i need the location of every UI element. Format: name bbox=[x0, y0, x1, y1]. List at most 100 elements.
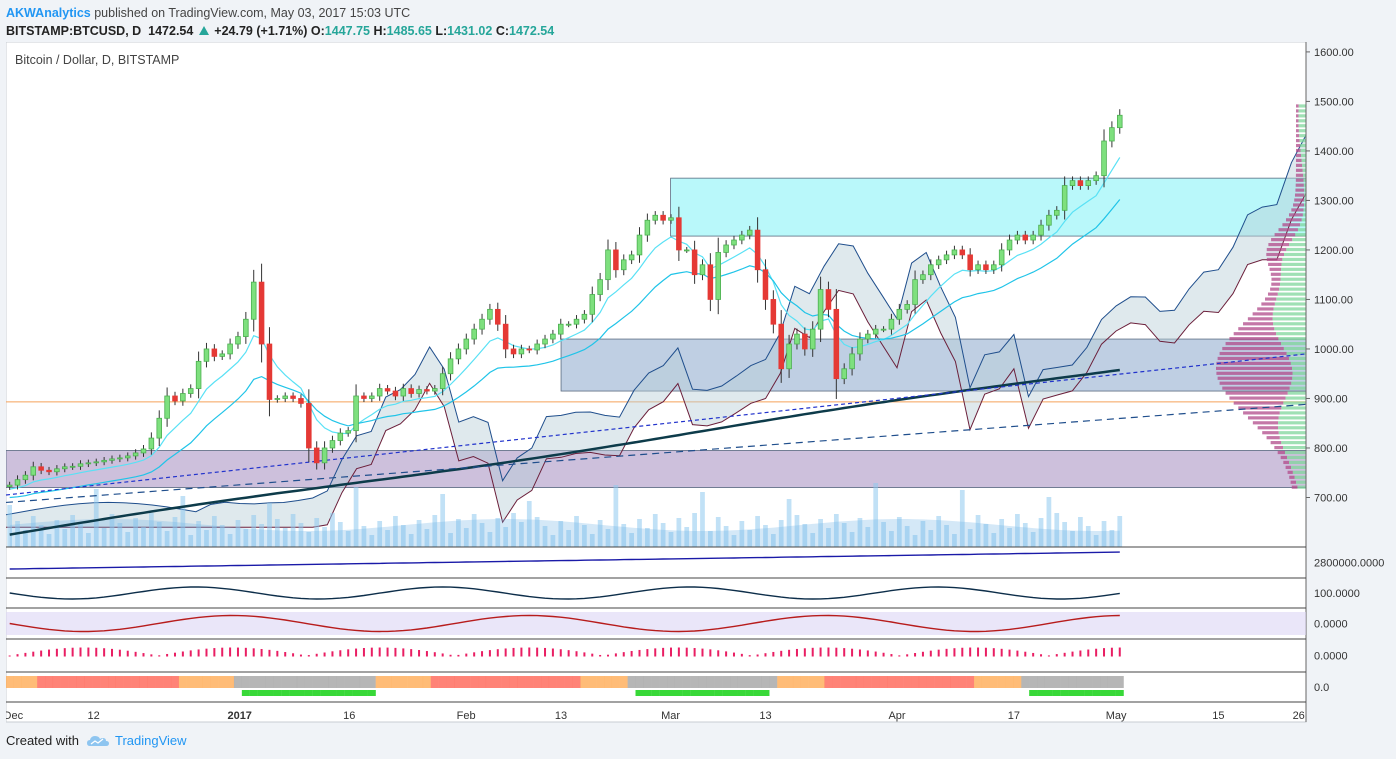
volume-bar bbox=[1007, 528, 1012, 547]
volume-profile-bar bbox=[1291, 485, 1298, 489]
volume-profile-bar bbox=[1304, 188, 1306, 192]
volume-profile-bar bbox=[1271, 282, 1281, 286]
candle bbox=[739, 230, 745, 245]
volume-profile-bar bbox=[1295, 168, 1303, 172]
volume-profile-bar bbox=[1295, 148, 1301, 153]
volume-profile-bar bbox=[1262, 431, 1279, 435]
histogram-bar bbox=[347, 649, 350, 657]
volume-profile-bar bbox=[1303, 183, 1306, 187]
volume-bar bbox=[637, 519, 642, 547]
open-label: O: bbox=[310, 24, 325, 38]
candle bbox=[762, 259, 769, 310]
volume-profile-bar bbox=[1273, 322, 1306, 326]
heat-cell bbox=[29, 676, 38, 688]
histogram-bar bbox=[914, 653, 917, 657]
last-price: 1472.54 bbox=[148, 24, 194, 38]
heat-cell bbox=[722, 690, 731, 696]
histogram-bar bbox=[764, 653, 767, 657]
volume-bar bbox=[810, 533, 816, 547]
candle-body bbox=[558, 323, 564, 335]
volume-profile-bar bbox=[1292, 238, 1306, 242]
volume-profile-bar bbox=[1281, 441, 1306, 445]
heat-cell bbox=[800, 676, 809, 688]
histogram-bar bbox=[961, 647, 964, 657]
volume-profile-bar bbox=[1301, 153, 1306, 158]
histogram-bar bbox=[803, 648, 806, 657]
volume-profile-bar bbox=[1276, 332, 1306, 336]
heat-cell bbox=[682, 690, 691, 696]
candle-body bbox=[833, 308, 840, 380]
candle bbox=[928, 259, 934, 281]
heat-cell bbox=[1100, 676, 1109, 688]
histogram-bar bbox=[977, 647, 980, 657]
volume-profile-bar bbox=[1243, 411, 1280, 415]
created-with-text: Created with bbox=[6, 733, 79, 748]
volume-bar bbox=[723, 526, 729, 547]
x-tick-label: Apr bbox=[888, 710, 905, 722]
volume-bar bbox=[243, 529, 249, 547]
candle-body bbox=[227, 343, 233, 355]
candle bbox=[54, 465, 60, 476]
histogram-bar bbox=[929, 650, 932, 657]
histogram-bar bbox=[795, 648, 798, 657]
chart-title: Bitcoin / Dollar, D, BITSTAMP bbox=[15, 53, 179, 67]
heat-cell bbox=[651, 676, 660, 688]
volume-bar bbox=[314, 518, 320, 547]
volume-profile-bar bbox=[1287, 470, 1293, 474]
volume-profile-bar bbox=[1279, 287, 1306, 291]
histogram-bar bbox=[622, 652, 625, 657]
candle-body bbox=[471, 328, 477, 340]
candle-body bbox=[1030, 234, 1036, 241]
volume-bar bbox=[1078, 517, 1083, 547]
volume-profile-bar bbox=[1280, 282, 1306, 286]
histogram-bar bbox=[1008, 649, 1011, 657]
x-tick-label: 12 bbox=[88, 710, 100, 722]
candle-body bbox=[1022, 234, 1029, 241]
price-chart[interactable]: Bitcoin / Dollar, D, BITSTAMP 1600.00150… bbox=[6, 42, 1392, 727]
volume-profile-bar bbox=[1300, 143, 1306, 148]
candle bbox=[1006, 234, 1013, 256]
candle-body bbox=[613, 249, 619, 271]
histogram-bar bbox=[898, 655, 901, 657]
heat-cell bbox=[761, 690, 770, 696]
volume-bar bbox=[267, 503, 272, 547]
volume-profile-bar bbox=[1225, 342, 1282, 346]
heat-cell bbox=[422, 676, 431, 688]
candle-body bbox=[14, 479, 21, 486]
candle-body bbox=[439, 373, 446, 389]
volume-profile-bar bbox=[1276, 297, 1306, 301]
volume-bar bbox=[881, 522, 886, 547]
volume-bar bbox=[597, 520, 603, 547]
candle-body bbox=[211, 348, 218, 357]
volume-bar bbox=[330, 513, 335, 547]
histogram-bar bbox=[788, 649, 791, 657]
heat-cell bbox=[45, 676, 54, 688]
candle bbox=[439, 367, 446, 396]
heat-cell bbox=[659, 676, 668, 688]
candle-body bbox=[329, 440, 336, 449]
heat-cell bbox=[37, 676, 46, 688]
histogram-bar bbox=[591, 653, 594, 657]
candle-body bbox=[888, 318, 895, 330]
candle bbox=[644, 213, 651, 242]
volume-bar bbox=[786, 499, 792, 547]
volume-bar bbox=[1070, 531, 1075, 547]
candle bbox=[62, 463, 68, 473]
histogram-bar bbox=[410, 649, 413, 657]
author-link[interactable]: AKWAnalytics bbox=[6, 6, 91, 20]
volume-bar bbox=[23, 530, 28, 547]
volume-profile-bar bbox=[1304, 203, 1306, 207]
heat-cell bbox=[698, 676, 707, 688]
heat-cell bbox=[1107, 690, 1116, 696]
volume-bar bbox=[1054, 513, 1060, 547]
heat-cell bbox=[989, 676, 998, 688]
volume-profile-bar bbox=[1219, 351, 1287, 356]
histogram-bar bbox=[55, 648, 58, 657]
candle bbox=[935, 255, 942, 270]
histogram-bar bbox=[1055, 654, 1058, 657]
volume-bar bbox=[211, 516, 217, 547]
heat-cell bbox=[312, 690, 321, 696]
heat-cell bbox=[706, 676, 715, 688]
heat-cell bbox=[391, 676, 400, 688]
tradingview-link[interactable]: TradingView bbox=[86, 733, 187, 748]
